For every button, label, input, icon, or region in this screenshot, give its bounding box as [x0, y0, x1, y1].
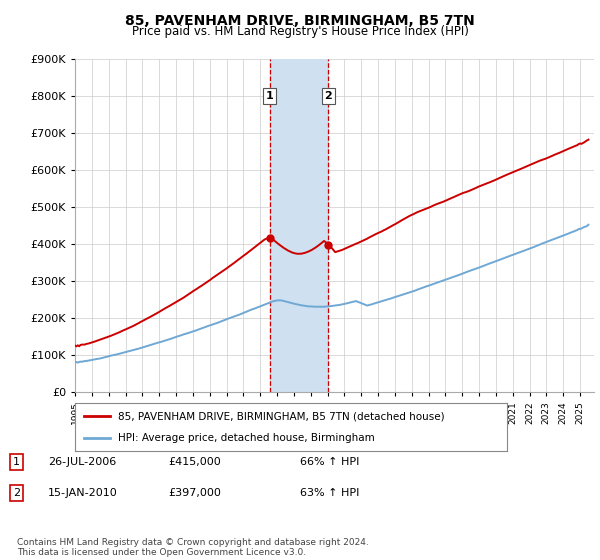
Text: Contains HM Land Registry data © Crown copyright and database right 2024.
This d: Contains HM Land Registry data © Crown c… — [17, 538, 368, 557]
Text: HPI: Average price, detached house, Birmingham: HPI: Average price, detached house, Birm… — [118, 433, 375, 443]
Text: 85, PAVENHAM DRIVE, BIRMINGHAM, B5 7TN: 85, PAVENHAM DRIVE, BIRMINGHAM, B5 7TN — [125, 14, 475, 28]
Text: 26-JUL-2006: 26-JUL-2006 — [48, 457, 116, 467]
Text: 2: 2 — [13, 488, 20, 498]
Text: £415,000: £415,000 — [168, 457, 221, 467]
Text: 15-JAN-2010: 15-JAN-2010 — [48, 488, 118, 498]
Text: 1: 1 — [266, 91, 274, 101]
Bar — [269, 59, 328, 392]
Text: Price paid vs. HM Land Registry's House Price Index (HPI): Price paid vs. HM Land Registry's House … — [131, 25, 469, 38]
Text: 85, PAVENHAM DRIVE, BIRMINGHAM, B5 7TN (detached house): 85, PAVENHAM DRIVE, BIRMINGHAM, B5 7TN (… — [118, 411, 445, 421]
Text: 63% ↑ HPI: 63% ↑ HPI — [300, 488, 359, 498]
Text: 1: 1 — [13, 457, 20, 467]
Text: 66% ↑ HPI: 66% ↑ HPI — [300, 457, 359, 467]
Text: £397,000: £397,000 — [168, 488, 221, 498]
Text: 2: 2 — [325, 91, 332, 101]
